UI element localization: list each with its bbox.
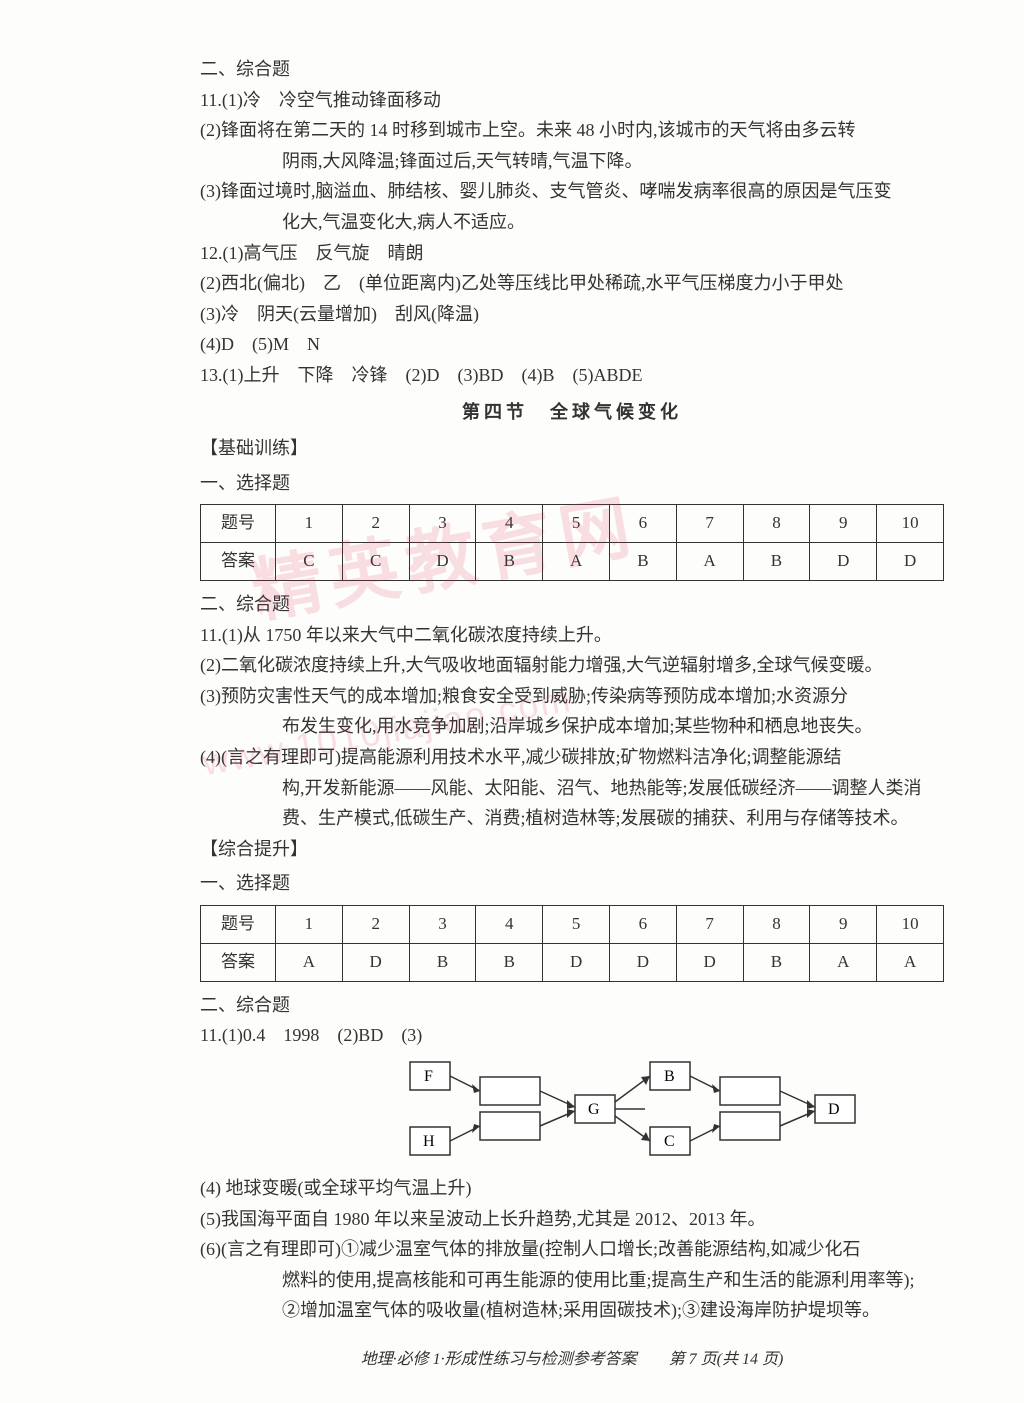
t2-a7: D: [676, 943, 743, 981]
answer-table-1: 题号 1 2 3 4 5 6 7 8 9 10 答案 C C D B A B A…: [200, 504, 944, 581]
b11-3b: 布发生变化,用水竞争加剧;沿岸城乡保护成本增加;某些物种和栖息地丧失。: [200, 711, 944, 742]
t1-a: 答案: [201, 543, 276, 581]
node-c: C: [664, 1133, 675, 1150]
flowchart-diagram: F H G B C D: [400, 1057, 860, 1167]
t1-a4: B: [476, 543, 543, 581]
t2-n6: 6: [609, 906, 676, 944]
t1-a6: B: [609, 543, 676, 581]
t1-a8: B: [743, 543, 810, 581]
q13: 13.(1)上升 下降 冷锋 (2)D (3)BD (4)B (5)ABDE: [200, 360, 944, 391]
section-2-heading-c: 二、综合题: [200, 990, 944, 1021]
section-2-heading-b: 二、综合题: [200, 589, 944, 620]
b11-4b: 构,开发新能源——风能、太阳能、沼气、地热能等;发展低碳经济——调整人类消: [200, 773, 944, 804]
page-footer: 地理·必修 1·形成性练习与检测参考答案 第 7 页(共 14 页): [200, 1346, 944, 1373]
q11-1: 11.(1)冷 冷空气推动锋面移动: [200, 85, 944, 116]
q11-2b: 阴雨,大风降温;锋面过后,天气转晴,气温下降。: [200, 146, 944, 177]
comprehensive-heading: 【综合提升】: [200, 834, 944, 865]
basic-training-heading: 【基础训练】: [200, 433, 944, 464]
t1-a3: D: [409, 543, 476, 581]
node-f: F: [424, 1068, 433, 1085]
c11-6a: (6)(言之有理即可)①减少温室气体的排放量(控制人口增长;改善能源结构,如减少…: [200, 1234, 944, 1265]
t1-n2: 2: [342, 505, 409, 543]
t2-a4: B: [476, 943, 543, 981]
t2-a9: A: [810, 943, 877, 981]
c11-4: (4) 地球变暖(或全球平均气温上升): [200, 1173, 944, 1204]
node-h: H: [423, 1133, 435, 1150]
q12-3: (3)冷 阴天(云量增加) 刮风(降温): [200, 299, 944, 330]
t2-n7: 7: [676, 906, 743, 944]
q12-4: (4)D (5)M N: [200, 329, 944, 360]
t1-a1: C: [276, 543, 343, 581]
t2-a2: D: [342, 943, 409, 981]
section-4-title: 第四节 全球气候变化: [200, 397, 944, 428]
t1-a2: C: [342, 543, 409, 581]
c11-6b: 燃料的使用,提高核能和可再生能源的使用比重;提高生产和生活的能源利用率等);: [200, 1265, 944, 1296]
b11-2: (2)二氧化碳浓度持续上升,大气吸收地面辐射能力增强,大气逆辐射增多,全球气候变…: [200, 650, 944, 681]
t2-n2: 2: [342, 906, 409, 944]
choice-heading-2: 一、选择题: [200, 868, 944, 899]
q11-3a: (3)锋面过境时,脑溢血、肺结核、婴儿肺炎、支气管炎、哮喘发病率很高的原因是气压…: [200, 176, 944, 207]
node-d: D: [828, 1101, 840, 1118]
t1-n3: 3: [409, 505, 476, 543]
q11-2a: (2)锋面将在第二天的 14 时移到城市上空。未来 48 小时内,该城市的天气将…: [200, 115, 944, 146]
b11-4a: (4)(言之有理即可)提高能源利用技术水平,减少碳排放;矿物燃料洁净化;调整能源…: [200, 742, 944, 773]
b11-4c: 费、生产模式,低碳生产、消费;植树造林等;发展碳的捕获、利用与存储等技术。: [200, 803, 944, 834]
t1-a9: D: [810, 543, 877, 581]
c11-5: (5)我国海平面自 1980 年以来呈波动上长升趋势,尤其是 2012、2013…: [200, 1204, 944, 1235]
t2-n5: 5: [543, 906, 610, 944]
answer-table-2: 题号 1 2 3 4 5 6 7 8 9 10 答案 A D B B D D D…: [200, 905, 944, 982]
t1-n9: 9: [810, 505, 877, 543]
t2-a6: D: [609, 943, 676, 981]
q12-1: 12.(1)高气压 反气旋 晴朗: [200, 238, 944, 269]
t2-a5: D: [543, 943, 610, 981]
t2-n8: 8: [743, 906, 810, 944]
q12-2: (2)西北(偏北) 乙 (单位距离内)乙处等压线比甲处稀疏,水平气压梯度力小于甲…: [200, 268, 944, 299]
q11-3b: 化大,气温变化大,病人不适应。: [200, 207, 944, 238]
t1-a5: A: [543, 543, 610, 581]
t1-a10: D: [877, 543, 944, 581]
t2-n10: 10: [877, 906, 944, 944]
t2-a8: B: [743, 943, 810, 981]
b11-1: 11.(1)从 1750 年以来大气中二氧化碳浓度持续上升。: [200, 620, 944, 651]
t2-a: 答案: [201, 943, 276, 981]
t2-n3: 3: [409, 906, 476, 944]
t2-h: 题号: [201, 906, 276, 944]
t2-a1: A: [276, 943, 343, 981]
t1-n7: 7: [676, 505, 743, 543]
c11-1: 11.(1)0.4 1998 (2)BD (3): [200, 1020, 944, 1051]
t2-n9: 9: [810, 906, 877, 944]
section-2-heading: 二、综合题: [200, 54, 944, 85]
t2-n1: 1: [276, 906, 343, 944]
t1-n1: 1: [276, 505, 343, 543]
t2-n4: 4: [476, 906, 543, 944]
t1-n8: 8: [743, 505, 810, 543]
c11-6c: ②增加温室气体的吸收量(植树造林;采用固碳技术);③建设海岸防护堤坝等。: [200, 1295, 944, 1326]
t2-a3: B: [409, 943, 476, 981]
t1-n6: 6: [609, 505, 676, 543]
b11-3a: (3)预防灾害性天气的成本增加;粮食安全受到威胁;传染病等预防成本增加;水资源分: [200, 681, 944, 712]
t1-a7: A: [676, 543, 743, 581]
node-b: B: [664, 1068, 675, 1085]
node-g: G: [588, 1101, 600, 1118]
t1-h: 题号: [201, 505, 276, 543]
t1-n4: 4: [476, 505, 543, 543]
t2-a10: A: [877, 943, 944, 981]
choice-heading-1: 一、选择题: [200, 468, 944, 499]
t1-n5: 5: [543, 505, 610, 543]
t1-n10: 10: [877, 505, 944, 543]
